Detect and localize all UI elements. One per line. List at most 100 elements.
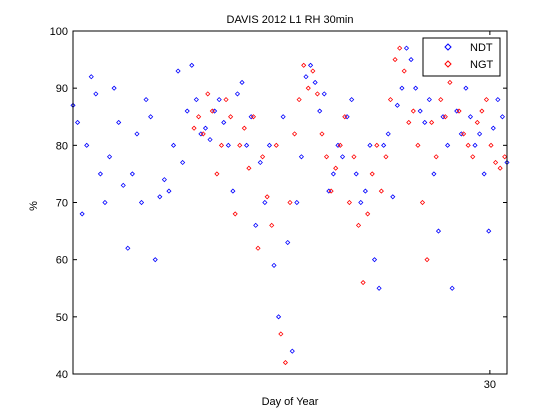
data-point-ndt: [189, 62, 195, 68]
data-point-ndt: [152, 257, 158, 263]
y-tick-label: 70: [56, 198, 68, 210]
data-point-ndt: [276, 314, 282, 320]
data-point-ngt: [196, 114, 202, 120]
data-point-ndt: [244, 142, 250, 148]
data-point-ndt: [111, 85, 117, 91]
data-point-ndt: [257, 159, 263, 166]
data-point-ngt: [228, 114, 234, 120]
data-point-ndt: [431, 171, 437, 177]
data-point-ngt: [433, 154, 439, 160]
data-point-ngt: [397, 45, 403, 51]
data-point-ndt: [138, 199, 145, 206]
data-point-ngt: [447, 79, 453, 86]
data-point-ngt: [337, 142, 343, 148]
data-point-ndt: [202, 125, 209, 131]
data-point-ngt: [424, 257, 430, 263]
data-point-ngt: [369, 171, 375, 177]
plot-frame: [72, 30, 508, 375]
data-point-ngt: [342, 114, 348, 120]
data-point-ngt: [387, 97, 394, 103]
data-point-ndt: [495, 97, 501, 103]
data-point-ndt: [417, 108, 423, 114]
data-point-ndt: [408, 57, 414, 63]
data-point-ndt: [262, 199, 268, 206]
data-point-ngt: [419, 199, 426, 206]
data-point-ndt: [339, 154, 346, 160]
data-point-ndt: [467, 114, 474, 120]
data-point-ngt: [351, 154, 357, 160]
data-point-ndt: [88, 74, 94, 80]
data-point-ndt: [413, 85, 419, 91]
data-point-ngt: [269, 222, 275, 228]
data-point-ndt: [385, 131, 391, 137]
data-point-ndt: [230, 188, 236, 194]
data-point-ndt: [157, 194, 163, 200]
data-point-ngt: [232, 211, 238, 217]
y-tick-label: 40: [56, 369, 68, 381]
data-point-ngt: [237, 142, 243, 148]
data-point-ndt: [353, 171, 359, 177]
data-point-ndt: [426, 97, 432, 103]
data-point-ndt: [253, 222, 259, 228]
data-point-ndt: [330, 171, 336, 177]
y-tick-label: 60: [56, 255, 68, 267]
data-point-ngt: [218, 142, 225, 148]
data-point-ngt: [355, 222, 362, 228]
data-point-ndt: [234, 91, 241, 97]
data-point-ndt: [84, 142, 90, 148]
data-point-ngt: [333, 165, 339, 171]
data-point-ndt: [225, 142, 231, 148]
data-point-ngt: [474, 119, 480, 126]
data-point-ndt: [362, 188, 368, 194]
data-point-ndt: [472, 142, 478, 148]
data-point-ndt: [312, 79, 318, 86]
data-point-ngt: [296, 97, 302, 103]
data-point-ngt: [346, 199, 352, 206]
data-point-ngt: [328, 188, 334, 194]
y-axis-label: %: [28, 201, 40, 211]
data-point-ndt: [381, 142, 387, 148]
data-point-ngt: [223, 97, 229, 103]
x-tick-label: 30: [484, 379, 496, 391]
data-point-ndt: [499, 114, 505, 120]
data-point-ndt: [321, 91, 327, 97]
data-point-ngt: [502, 154, 508, 160]
data-point-ndt: [422, 119, 428, 126]
legend-marker-ngt: [444, 60, 452, 68]
data-point-ndt: [161, 177, 167, 183]
data-point-ndt: [317, 108, 323, 114]
plot-background: [73, 31, 507, 374]
data-point-ndt: [486, 228, 492, 234]
data-point-ndt: [403, 45, 410, 51]
data-point-ngt: [282, 360, 288, 366]
data-point-ndt: [289, 348, 295, 354]
data-point-ndt: [75, 119, 81, 126]
data-point-ngt: [205, 91, 211, 97]
data-point-ngt: [415, 142, 421, 148]
data-point-ngt: [209, 108, 215, 114]
data-point-ngt: [278, 331, 284, 337]
data-point-ngt: [200, 131, 206, 137]
legend-box: [422, 37, 501, 77]
data-point-ndt: [376, 285, 382, 291]
data-point-ngt: [301, 62, 307, 68]
data-point-ndt: [435, 228, 442, 234]
data-point-ngt: [260, 154, 266, 160]
data-point-ndt: [239, 79, 245, 86]
legend: NDT NGT: [422, 37, 501, 77]
data-point-ngt: [264, 194, 270, 200]
data-point-ndt: [285, 239, 291, 246]
data-point-ndt: [175, 68, 181, 74]
data-point-ngt: [255, 245, 261, 251]
data-point-ngt: [246, 165, 252, 171]
data-point-ndt: [170, 142, 177, 148]
data-points: [70, 45, 510, 366]
data-point-ndt: [349, 97, 355, 103]
data-point-ndt: [216, 97, 222, 103]
data-point-ngt: [241, 125, 247, 131]
data-point-ndt: [477, 131, 483, 137]
data-point-ndt: [125, 245, 131, 251]
data-point-ndt: [358, 199, 364, 206]
data-point-ndt: [184, 108, 190, 114]
